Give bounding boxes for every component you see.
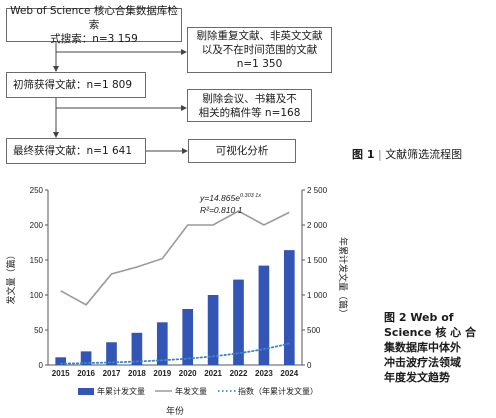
left-axis-tick-label: 250	[30, 186, 44, 195]
x-axis-tick-label: 2016	[77, 369, 95, 378]
flow-box-final-text: 最终获得文献：n=1 641	[13, 145, 133, 157]
flow-box-conference-line1: 剔除会议、书籍及不	[202, 92, 297, 105]
bar-cumulative	[283, 250, 295, 365]
right-axis-title: 年累计发文量（篇）	[337, 237, 349, 318]
x-axis-tick-label: 2024	[280, 369, 298, 378]
x-axis-tick-label: 2018	[128, 369, 146, 378]
bar-cumulative	[80, 351, 92, 365]
trend-equation: y=14.865e0.303 1x	[199, 193, 261, 203]
right-axis-tick-label: 2 500	[307, 186, 328, 195]
left-axis-tick-label: 50	[34, 326, 43, 335]
flow-box-visualization: 可视化分析	[188, 139, 296, 163]
left-axis-tick-label: 150	[30, 256, 44, 265]
left-axis-tick-label: 0	[39, 361, 44, 370]
bar-cumulative	[55, 357, 67, 365]
right-axis-tick-label: 1 500	[307, 256, 328, 265]
legend-label-trend: 指数（年累计发文量）	[238, 386, 318, 396]
x-axis-tick-label: 2017	[103, 369, 121, 378]
figure1-caption-number: 图 1	[352, 148, 375, 161]
bar-cumulative	[156, 322, 168, 365]
right-axis-tick-label: 0	[307, 361, 312, 370]
figure2-caption-line5: 年度发文趋势	[384, 371, 450, 384]
flow-box-initial-text: 初筛获得文献：n=1 809	[13, 79, 133, 91]
x-axis-tick-label: 2020	[179, 369, 197, 378]
flow-box-initial-screen: 初筛获得文献：n=1 809	[6, 72, 146, 98]
flow-box-search-line2: 式搜索：n=3 159	[50, 33, 138, 45]
trend-exponential	[59, 342, 291, 365]
x-axis-tick-label: 2021	[204, 369, 222, 378]
flow-box-final: 最终获得文献：n=1 641	[6, 138, 146, 164]
figure1-caption-separator: |	[377, 148, 386, 161]
bar-cumulative	[131, 332, 143, 365]
bar-cumulative	[207, 295, 219, 365]
figure1-caption: 图 1 | 文献筛选流程图	[352, 147, 462, 163]
flow-box-search-line1: Web of Science 核心合集数据库检索	[10, 5, 178, 31]
bar-cumulative	[106, 342, 117, 365]
flow-box-exclude-line3: n=1 350	[236, 58, 283, 70]
legend-label-line: 年发文量	[175, 386, 207, 396]
figure2-caption-line3: 集数据库中体外	[384, 341, 461, 354]
figure2-caption-line4: 冲击波疗法领域	[384, 356, 461, 369]
bar-cumulative	[233, 279, 244, 365]
left-axis-tick-label: 200	[30, 221, 44, 230]
x-axis-tick-label: 2023	[255, 369, 273, 378]
right-axis-tick-label: 2 000	[307, 221, 328, 230]
flow-box-exclude-duplicates: 剔除重复文献、非英文文献 以及不在时间范围的文献 n=1 350	[187, 27, 332, 73]
bar-cumulative	[182, 309, 194, 365]
left-axis-title: 发文量（篇）	[5, 250, 17, 304]
figure2-caption-line2: Science 核 心 合	[384, 326, 476, 339]
trend-r-squared: R²=0.810 1	[200, 205, 243, 215]
flow-box-visualization-text: 可视化分析	[215, 145, 269, 157]
left-axis-tick-label: 100	[30, 291, 44, 300]
x-axis-title: 年份	[166, 405, 184, 417]
flow-box-exclude-conference: 剔除会议、书籍及不 相关的稿件等 n=168	[187, 89, 312, 122]
figure2-chart: 0 50 100 150 200 250 0 500 1 000 1 500 2 000 2 500 2…	[5, 186, 349, 417]
flow-arrows	[53, 42, 188, 154]
x-axis-tick-label: 2019	[153, 369, 171, 378]
flow-box-search: Web of Science 核心合集数据库检索 式搜索：n=3 159	[6, 5, 182, 45]
figure2-caption: 图 2 Web of Science 核 心 合 集数据库中体外 冲击波疗法领域…	[384, 310, 476, 385]
figure1-caption-text: 文献筛选流程图	[385, 148, 463, 161]
x-axis-tick-label: 2022	[230, 369, 248, 378]
line-annual	[60, 210, 290, 306]
right-axis-tick-label: 500	[307, 326, 321, 335]
legend-swatch-bar	[78, 388, 94, 395]
flow-box-exclude-line1: 剔除重复文献、非英文文献	[196, 30, 323, 42]
figure2-caption-line1: 图 2 Web of	[384, 311, 454, 324]
flow-box-conference-line2: 相关的稿件等 n=168	[198, 106, 301, 119]
flow-box-exclude-line2: 以及不在时间范围的文献	[201, 44, 318, 56]
x-axis-tick-label: 2015	[52, 369, 70, 378]
bar-cumulative	[258, 265, 270, 365]
right-axis-tick-label: 1 000	[307, 291, 328, 300]
legend-label-bar: 年累计发文量	[97, 386, 145, 396]
